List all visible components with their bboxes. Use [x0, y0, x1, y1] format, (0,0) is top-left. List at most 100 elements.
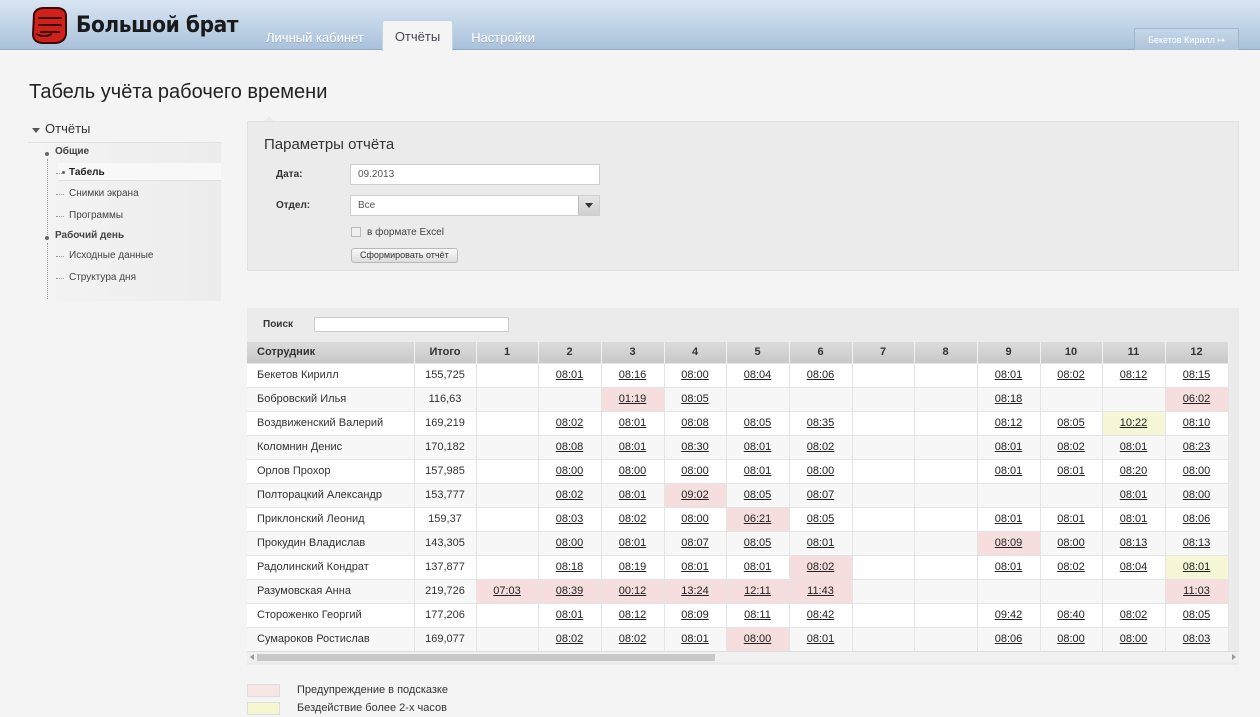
day-time-link[interactable]: 08:05	[681, 393, 709, 405]
day-time-link[interactable]: 08:00	[1119, 633, 1148, 646]
col-header-day[interactable]: 5	[726, 342, 790, 363]
day-time-link[interactable]: 08:01	[555, 609, 584, 621]
tab-settings[interactable]: Настройки	[471, 30, 535, 45]
day-time-link[interactable]: 08:01	[994, 513, 1023, 525]
day-time-link[interactable]: 08:08	[681, 417, 709, 429]
day-time-link[interactable]: 08:00	[555, 465, 584, 477]
day-time-link[interactable]: 08:01	[1119, 513, 1148, 525]
day-time-link[interactable]: 08:00	[1057, 633, 1085, 646]
col-header-day[interactable]: 11	[1102, 342, 1166, 363]
day-time-link[interactable]: 08:01	[743, 465, 772, 477]
day-time-link[interactable]: 00:12	[618, 585, 647, 597]
day-time-link[interactable]: 08:00	[555, 537, 584, 549]
day-time-link[interactable]: 08:07	[681, 537, 709, 549]
day-time-link[interactable]: 08:01	[806, 537, 835, 549]
horizontal-scrollbar[interactable]	[247, 651, 1239, 662]
generate-report-button[interactable]: Сформировать отчёт	[351, 248, 458, 263]
day-time-link[interactable]: 08:01	[994, 465, 1023, 477]
day-time-link[interactable]: 08:02	[618, 633, 647, 646]
sidebar-item-screenshots[interactable]: Снимки экрана	[69, 188, 139, 199]
sidebar-root-reports[interactable]: Отчёты	[28, 120, 221, 142]
day-time-link[interactable]: 11:03	[1183, 585, 1210, 597]
date-input[interactable]: 09.2013	[350, 164, 600, 185]
day-time-link[interactable]: 08:40	[1057, 609, 1085, 621]
day-time-link[interactable]: 06:21	[743, 513, 772, 525]
day-time-link[interactable]: 08:42	[806, 609, 835, 621]
day-time-link[interactable]: 08:23	[1182, 441, 1211, 453]
day-time-link[interactable]: 08:01	[1119, 441, 1148, 453]
col-header-day[interactable]: 10	[1040, 342, 1103, 363]
day-time-link[interactable]: 08:13	[1182, 537, 1211, 549]
day-time-link[interactable]: 08:00	[1057, 537, 1085, 549]
day-time-link[interactable]: 09:02	[681, 489, 709, 501]
day-time-link[interactable]: 08:01	[743, 441, 772, 453]
day-time-link[interactable]: 08:00	[1182, 465, 1211, 477]
day-time-link[interactable]: 08:03	[1182, 633, 1211, 646]
col-header-day[interactable]: 12	[1165, 342, 1229, 363]
day-time-link[interactable]: 08:39	[555, 585, 584, 597]
day-time-link[interactable]: 08:01	[806, 633, 835, 646]
day-time-link[interactable]: 10:22	[1119, 417, 1148, 429]
day-time-link[interactable]: 08:01	[618, 537, 647, 549]
col-header-day[interactable]: 6	[789, 342, 853, 363]
day-time-link[interactable]: 08:01	[681, 633, 709, 646]
sidebar-group-general[interactable]: Общие	[55, 146, 90, 157]
day-time-link[interactable]: 08:02	[806, 561, 835, 573]
day-time-link[interactable]: 08:03	[555, 513, 584, 525]
day-time-link[interactable]: 08:05	[1057, 417, 1085, 429]
day-time-link[interactable]: 08:01	[618, 441, 647, 453]
day-time-link[interactable]: 08:00	[681, 465, 709, 477]
day-time-link[interactable]: 08:02	[1119, 609, 1148, 621]
day-time-link[interactable]: 08:05	[743, 417, 772, 429]
col-header-day[interactable]: 9	[977, 342, 1041, 363]
day-time-link[interactable]: 13:24	[681, 585, 709, 597]
logo[interactable]: Большой брат	[28, 4, 252, 46]
day-time-link[interactable]: 08:11	[744, 609, 771, 621]
day-time-link[interactable]: 08:00	[681, 513, 709, 525]
day-time-link[interactable]: 08:06	[994, 633, 1023, 646]
day-time-link[interactable]: 06:02	[1182, 393, 1211, 405]
day-time-link[interactable]: 08:07	[806, 489, 835, 501]
day-time-link[interactable]: 07:03	[493, 585, 521, 597]
day-time-link[interactable]: 08:12	[618, 609, 647, 621]
col-header-day[interactable]: 3	[601, 342, 665, 363]
day-time-link[interactable]: 08:10	[1182, 417, 1211, 429]
day-time-link[interactable]: 08:01	[681, 561, 709, 573]
day-time-link[interactable]: 08:01	[1182, 561, 1211, 573]
day-time-link[interactable]: 08:15	[1182, 369, 1211, 381]
day-time-link[interactable]: 08:00	[618, 465, 647, 477]
day-time-link[interactable]: 08:01	[618, 489, 647, 501]
col-header-employee[interactable]: Сотрудник	[247, 342, 415, 363]
search-input[interactable]	[314, 317, 509, 332]
day-time-link[interactable]: 08:01	[1057, 465, 1085, 477]
day-time-link[interactable]: 08:18	[555, 561, 584, 573]
sidebar-item-raw-data[interactable]: Исходные данные	[69, 250, 154, 261]
day-time-link[interactable]: 08:02	[1057, 441, 1085, 453]
day-time-link[interactable]: 08:00	[1182, 489, 1211, 501]
day-time-link[interactable]: 08:01	[994, 561, 1023, 573]
day-time-link[interactable]: 08:02	[618, 513, 647, 525]
day-time-link[interactable]: 08:30	[681, 441, 709, 453]
day-time-link[interactable]: 08:35	[806, 417, 835, 429]
sidebar-item-timesheet[interactable]: Табель	[69, 167, 105, 178]
col-header-day[interactable]: 4	[664, 342, 727, 363]
day-time-link[interactable]: 08:13	[1119, 537, 1148, 549]
excel-checkbox[interactable]	[351, 227, 361, 237]
day-time-link[interactable]: 08:04	[1119, 561, 1148, 573]
chevron-down-icon[interactable]	[578, 196, 599, 215]
day-time-link[interactable]: 08:19	[618, 561, 647, 573]
day-time-link[interactable]: 08:00	[806, 465, 835, 477]
day-time-link[interactable]: 08:05	[806, 513, 835, 525]
day-time-link[interactable]: 08:02	[555, 489, 584, 501]
day-time-link[interactable]: 08:01	[994, 441, 1023, 453]
day-time-link[interactable]: 08:12	[994, 417, 1023, 429]
day-time-link[interactable]: 08:09	[994, 537, 1023, 549]
day-time-link[interactable]: 08:05	[743, 489, 772, 501]
sidebar-group-workday[interactable]: Рабочий день	[55, 230, 125, 241]
day-time-link[interactable]: 08:01	[743, 561, 772, 573]
col-header-total[interactable]: Итого	[414, 342, 477, 363]
sidebar-item-day-structure[interactable]: Структура дня	[69, 272, 136, 283]
tab-reports[interactable]: Отчёты	[381, 20, 454, 51]
user-logout-button[interactable]: Бекетов Кирилл ↦	[1134, 28, 1239, 50]
day-time-link[interactable]: 08:02	[555, 417, 584, 429]
